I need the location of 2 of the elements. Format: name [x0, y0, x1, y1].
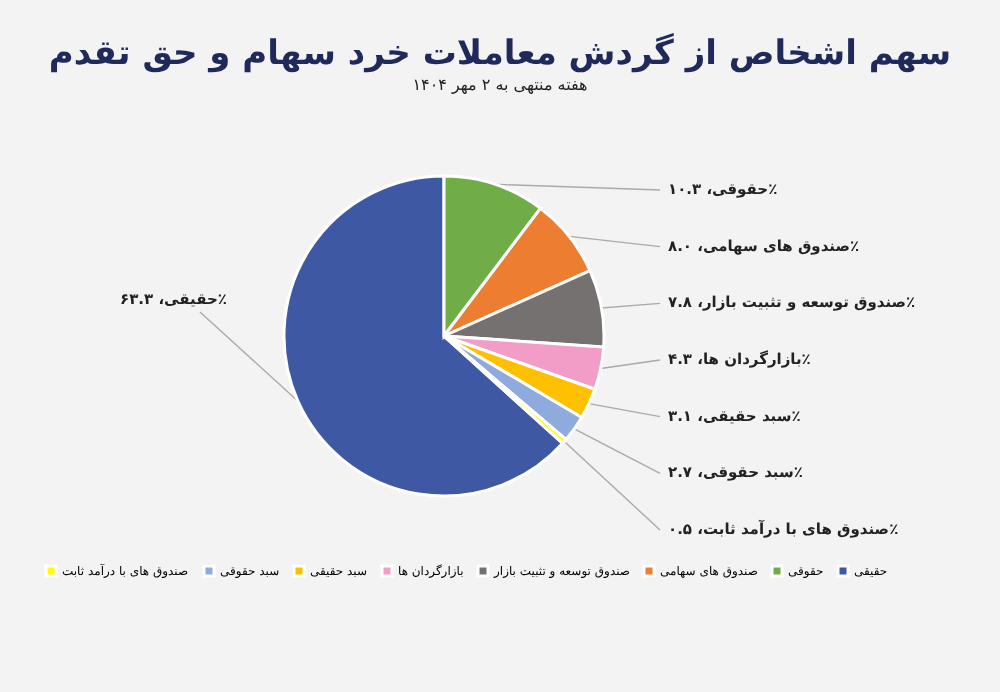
chart-title: سهم اشخاص از گردش معاملات خرد سهام و حق تقدم	[48, 32, 952, 74]
chart-subtitle: هفته منتهی به ۲ مهر ۱۴۰۴	[412, 76, 588, 94]
